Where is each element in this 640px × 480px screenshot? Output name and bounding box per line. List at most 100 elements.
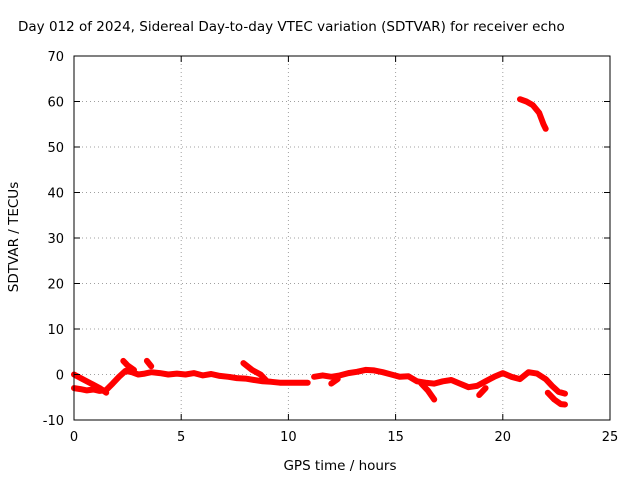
data-point xyxy=(431,397,437,402)
data-point xyxy=(556,389,561,395)
data-point xyxy=(509,374,514,380)
data-point xyxy=(157,370,163,376)
data-point xyxy=(208,371,214,377)
data-point xyxy=(524,99,529,104)
data-point xyxy=(120,358,126,364)
data-point xyxy=(305,380,311,386)
data-point xyxy=(380,369,386,375)
data-point xyxy=(328,381,334,386)
data-point xyxy=(562,391,568,396)
y-tick-label: 10 xyxy=(47,323,64,338)
data-point xyxy=(135,372,141,377)
data-point xyxy=(78,386,83,392)
data-point xyxy=(562,402,568,407)
data-point xyxy=(258,372,263,377)
data-point xyxy=(536,110,542,116)
data-point xyxy=(241,360,246,366)
data-point xyxy=(125,363,130,368)
chart-title: Day 012 of 2024, Sidereal Day-to-day VTE… xyxy=(18,19,565,35)
data-point xyxy=(418,381,424,386)
data-point xyxy=(251,377,257,383)
data-point xyxy=(483,378,488,384)
data-point xyxy=(549,383,555,389)
data-point xyxy=(174,371,180,376)
data-point xyxy=(406,373,411,379)
data-point xyxy=(558,401,564,407)
data-point xyxy=(123,368,128,374)
y-tick-label: 70 xyxy=(47,50,64,65)
data-point xyxy=(543,376,549,382)
data-point xyxy=(148,369,154,375)
data-point xyxy=(311,374,317,380)
x-tick-label: 5 xyxy=(177,430,185,445)
y-tick-label: -10 xyxy=(43,414,64,429)
data-point xyxy=(144,358,150,364)
data-point xyxy=(534,371,540,376)
data-point xyxy=(457,381,463,386)
x-tick-label: 0 xyxy=(70,430,78,445)
y-tick-label: 0 xyxy=(56,369,64,384)
data-point xyxy=(425,388,431,393)
data-point xyxy=(131,367,137,373)
grid-lines xyxy=(74,56,610,420)
x-tick-label: 25 xyxy=(602,430,619,445)
data-point xyxy=(277,380,283,386)
data-point xyxy=(476,392,482,398)
data-point xyxy=(543,126,549,132)
data-point xyxy=(517,376,523,382)
y-axis-label: SDTVAR / TECUs xyxy=(6,182,22,292)
data-point xyxy=(354,369,360,375)
x-tick-label: 15 xyxy=(387,430,404,445)
data-point xyxy=(397,374,403,380)
data-point xyxy=(84,388,90,393)
data-point xyxy=(234,375,240,381)
tick-marks xyxy=(73,55,611,421)
data-point xyxy=(243,376,248,381)
data-point xyxy=(526,369,531,375)
data-point xyxy=(294,380,300,386)
data-point xyxy=(286,380,291,386)
data-point xyxy=(491,374,497,380)
data-point xyxy=(268,379,274,385)
y-tick-label: 40 xyxy=(47,187,64,202)
data-point xyxy=(226,374,231,380)
series-trace xyxy=(240,360,270,385)
data-point xyxy=(545,390,551,396)
y-tick-label: 50 xyxy=(47,141,64,156)
data-point xyxy=(217,373,223,379)
data-point xyxy=(363,367,368,373)
data-point xyxy=(148,363,154,369)
data-point xyxy=(264,378,270,384)
data-point xyxy=(530,102,536,108)
data-point xyxy=(388,372,394,377)
data-point xyxy=(183,372,188,377)
data-point xyxy=(335,376,341,382)
data-point xyxy=(414,378,420,384)
y-tick-label: 30 xyxy=(47,232,64,247)
data-point xyxy=(483,385,488,391)
data-point xyxy=(142,371,148,376)
data-point xyxy=(541,121,546,127)
y-tick-label: 20 xyxy=(47,278,64,293)
x-tick-label: 10 xyxy=(280,430,297,445)
data-point xyxy=(448,377,454,383)
data-point xyxy=(103,390,109,396)
data-point xyxy=(320,373,326,378)
data-point xyxy=(431,381,437,386)
data-point xyxy=(551,397,557,402)
tick-labels: 0 5 10 15 20 25 -10 0 10 20 30 40 50 60 70 xyxy=(43,50,619,445)
data-point xyxy=(517,96,523,102)
data-point xyxy=(328,374,334,380)
data-point xyxy=(80,376,85,382)
data-point xyxy=(116,374,122,380)
data-series xyxy=(71,96,568,408)
data-point xyxy=(440,378,446,384)
data-point xyxy=(88,381,94,386)
data-point xyxy=(466,384,471,390)
data-point xyxy=(249,367,255,373)
data-point xyxy=(97,385,103,391)
y-tick-label: 60 xyxy=(47,96,64,111)
data-point xyxy=(110,381,115,386)
x-tick-label: 20 xyxy=(495,430,512,445)
